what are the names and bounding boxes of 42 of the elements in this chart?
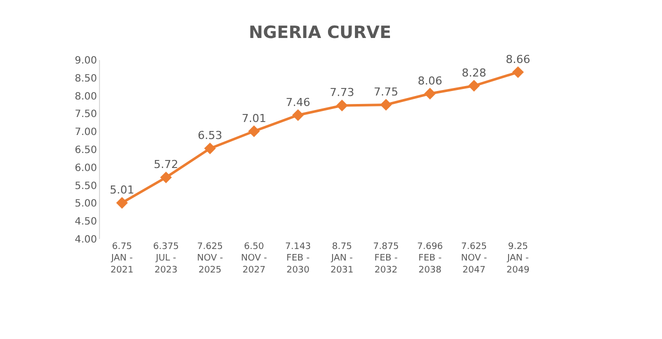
y-tick-label: 9.00	[74, 56, 97, 66]
x-tick-label: 7.696 FEB - 2038	[417, 242, 444, 276]
x-tick-label: 7.625 NOV - 2025	[197, 242, 223, 276]
y-tick-label: 8.50	[74, 73, 97, 84]
x-tick-label: 7.625 NOV - 2047	[461, 242, 487, 276]
x-tick-label: 6.375 JUL - 2023	[153, 242, 179, 276]
data-label: 7.73	[330, 86, 354, 100]
data-label: 8.66	[506, 52, 530, 66]
data-label: 7.46	[286, 96, 310, 109]
x-tick-label: 6.50 NOV - 2027	[241, 242, 267, 276]
y-tick-label: 7.00	[74, 127, 97, 138]
chart-title: NGERIA CURVE	[248, 22, 392, 43]
data-label: 8.28	[462, 66, 486, 80]
x-tick-label: 7.875 FEB - 2032	[373, 242, 399, 276]
y-tick-label: 4.50	[74, 216, 97, 228]
y-tick-label: 4.00	[74, 234, 97, 246]
data-label: 6.53	[198, 129, 222, 142]
data-label: 7.75	[374, 85, 398, 98]
x-tick-label: 7.143 FEB - 2030	[285, 242, 311, 276]
y-tick-label: 5.00	[74, 198, 97, 210]
y-tick-label: 7.50	[74, 109, 97, 120]
point	[512, 66, 524, 78]
point	[468, 80, 480, 92]
point	[424, 88, 436, 100]
x-tick-label: 9.25 JAN - 2049	[506, 242, 530, 276]
y-tick-label: 8.00	[74, 91, 97, 102]
point	[116, 196, 128, 209]
y-tick-label: 6.00	[74, 162, 97, 174]
point	[248, 125, 260, 138]
data-label: 8.06	[418, 74, 442, 88]
point	[204, 142, 216, 154]
y-tick-label: 5.50	[74, 180, 97, 192]
data-label: 7.01	[242, 112, 266, 125]
data-label: 5.01	[110, 183, 134, 196]
x-tick-label: 6.75 JAN - 2021	[110, 242, 134, 276]
point	[336, 100, 348, 112]
data-label: 5.72	[154, 158, 178, 172]
point	[292, 109, 304, 121]
point	[380, 98, 392, 111]
x-tick-label: 8.75 JAN - 2031	[330, 242, 354, 276]
point	[160, 172, 172, 184]
y-tick-label: 6.50	[74, 145, 97, 156]
